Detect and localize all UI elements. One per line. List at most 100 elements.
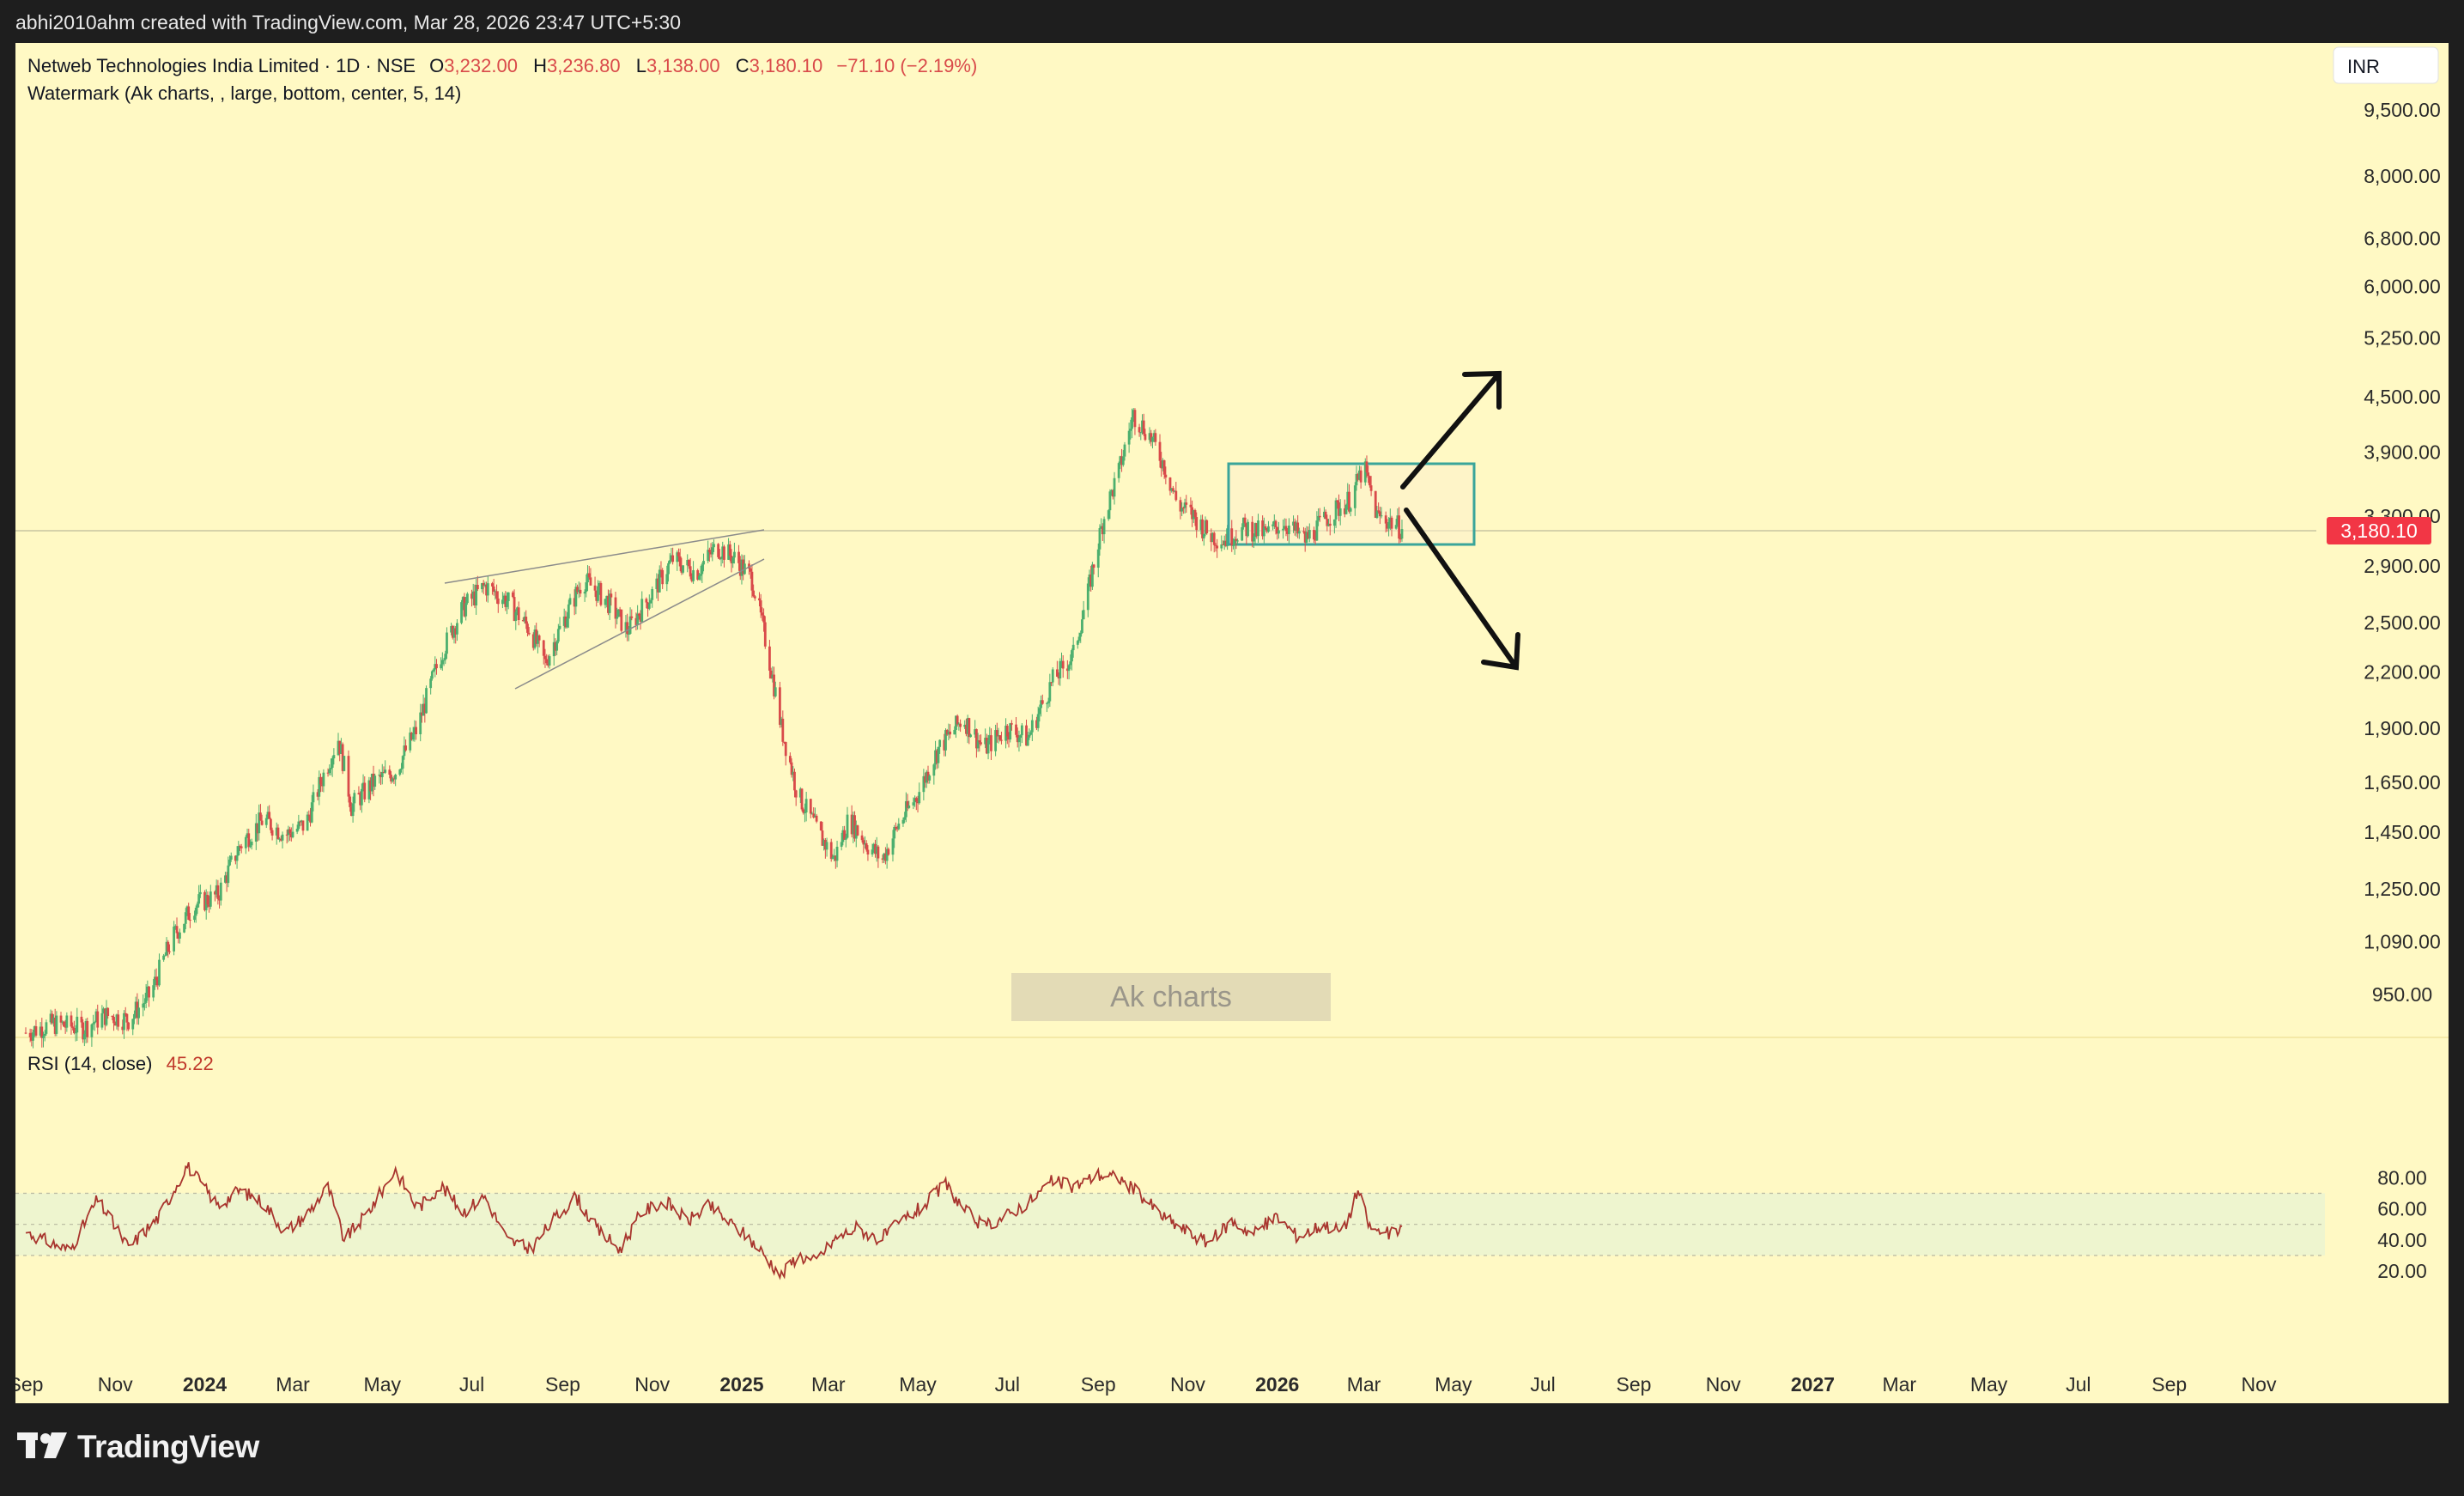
candle	[1173, 490, 1176, 493]
candle	[1358, 465, 1361, 481]
candle	[1233, 536, 1236, 555]
time-axis[interactable]: Sep Nov 2024 Mar May Jul Sep Nov 2025 Mar May Jul Se…	[15, 1373, 2277, 1396]
candle	[1121, 450, 1125, 467]
candle	[598, 581, 601, 595]
candle	[269, 818, 272, 834]
candle	[947, 723, 950, 741]
candle	[881, 854, 884, 864]
candle	[415, 721, 417, 740]
time-tick-label: 2025	[719, 1373, 763, 1396]
arrow-down[interactable]	[1404, 508, 1520, 671]
candle	[825, 837, 828, 857]
candle	[289, 827, 293, 842]
candle	[934, 740, 937, 770]
candle	[645, 597, 648, 609]
candle	[1253, 522, 1257, 544]
rsi-axis[interactable]: 80.00 60.00 40.00 20.00	[2377, 1166, 2427, 1282]
candle	[229, 852, 233, 862]
candle	[618, 606, 622, 617]
tradingview-logo[interactable]: TradingView	[17, 1429, 259, 1465]
candle	[1047, 697, 1050, 708]
time-tick-label: 2026	[1255, 1373, 1299, 1396]
chart-area[interactable]: Ak charts 9,500.00 8,000.00 6,800.00 6,000.…	[15, 43, 2449, 1403]
candle	[495, 584, 498, 604]
candle	[1332, 519, 1336, 534]
last-price-tag-text: 3,180.10	[2340, 520, 2418, 542]
candle	[338, 740, 342, 762]
candle	[244, 835, 247, 854]
price-tick-label: 1,090.00	[2364, 931, 2441, 953]
time-tick-label: 2024	[183, 1373, 227, 1396]
candle	[470, 589, 473, 607]
candle	[204, 889, 208, 920]
wedge-upper-line[interactable]	[444, 529, 765, 584]
candle	[874, 839, 877, 858]
candle	[1092, 563, 1095, 575]
candle	[723, 544, 725, 568]
candle	[1272, 514, 1276, 530]
attribution-text: abhi2010ahm created with TradingView.com…	[15, 11, 682, 33]
candle	[608, 590, 611, 620]
candle	[259, 804, 262, 821]
candle	[844, 833, 847, 848]
candle	[1327, 519, 1330, 527]
candle	[1343, 499, 1346, 518]
candle	[574, 583, 578, 615]
candle	[552, 633, 555, 666]
candle	[1394, 519, 1398, 530]
consolidation-box[interactable]	[1227, 462, 1476, 546]
candle	[804, 803, 806, 823]
watermark-box	[1011, 973, 1331, 1021]
candle	[209, 885, 212, 909]
last-price-tag[interactable]	[2327, 517, 2431, 544]
candle	[177, 931, 180, 944]
candle	[1088, 569, 1091, 592]
candle	[131, 1019, 135, 1036]
candle	[384, 760, 387, 775]
wedge-lower-line[interactable]	[514, 558, 765, 690]
candle	[196, 901, 199, 915]
candle	[1046, 702, 1048, 713]
candle	[821, 821, 824, 846]
candle	[421, 703, 423, 723]
candle	[258, 804, 261, 841]
price-axis[interactable]: 9,500.00 8,000.00 6,800.00 6,000.00 5,250.00…	[2364, 99, 2441, 1006]
high-value: 3,236.80	[547, 55, 621, 76]
candle	[1216, 538, 1219, 558]
arrow-up[interactable]	[1400, 370, 1502, 490]
candle	[442, 658, 446, 666]
candle	[496, 591, 500, 613]
candle	[403, 736, 406, 760]
candle	[1133, 408, 1137, 435]
candle	[1030, 714, 1034, 742]
candle	[829, 838, 833, 862]
candle	[117, 1010, 120, 1031]
candle	[475, 578, 478, 615]
candle	[409, 727, 412, 753]
candle	[709, 543, 713, 558]
candle	[367, 776, 371, 804]
candle	[535, 623, 538, 647]
candle	[65, 1012, 69, 1032]
candle	[1098, 524, 1102, 556]
candle	[665, 565, 669, 592]
candle	[812, 807, 816, 819]
candle	[63, 1020, 65, 1027]
candle	[84, 1019, 88, 1043]
candle	[1388, 508, 1392, 531]
candle	[1398, 507, 1400, 544]
candle	[1295, 520, 1298, 537]
candle	[203, 890, 206, 912]
currency-button[interactable]	[2333, 46, 2439, 84]
candle	[1192, 509, 1195, 524]
candle	[854, 820, 858, 848]
candle	[52, 1014, 55, 1027]
candle	[133, 1010, 136, 1025]
candle	[326, 768, 330, 777]
candle	[690, 573, 694, 583]
candle	[1129, 419, 1132, 440]
candle	[986, 734, 990, 760]
candle	[59, 1012, 63, 1031]
candle	[1257, 514, 1259, 543]
candle	[875, 836, 878, 862]
